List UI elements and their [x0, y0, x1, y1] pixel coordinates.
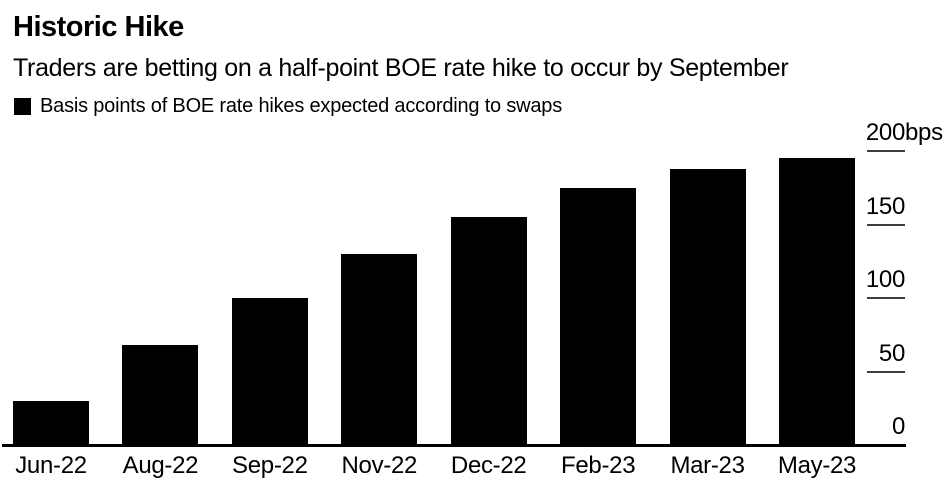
- legend-label: Basis points of BOE rate hikes expected …: [40, 95, 563, 117]
- bar-may-23: [779, 158, 855, 445]
- y-tick-line: [867, 297, 905, 299]
- x-axis-line: [2, 444, 906, 447]
- x-tick-label: Mar-23: [670, 452, 745, 479]
- x-tick-label: Aug-22: [122, 452, 199, 479]
- x-tick-label: Sep-22: [232, 452, 308, 479]
- bar-dec-22: [450, 217, 527, 445]
- bar-jun-22: [13, 400, 89, 445]
- x-tick-label: Dec-22: [450, 452, 527, 479]
- chart-title: Historic Hike: [13, 11, 184, 43]
- y-tick-label: 100: [865, 266, 905, 293]
- x-tick-label: May-23: [777, 452, 857, 479]
- legend: Basis points of BOE rate hikes expected …: [14, 95, 562, 117]
- bar-aug-22: [122, 345, 199, 445]
- y-tick-line: [867, 150, 905, 152]
- y-tick-label: 150: [865, 192, 905, 220]
- x-tick-label: Nov-22: [341, 452, 418, 479]
- bar-mar-23: [669, 168, 746, 445]
- y-tick-label: 50: [878, 339, 905, 367]
- bar-feb-23: [560, 187, 637, 445]
- chart-subtitle: Traders are betting on a half-point BOE …: [13, 54, 789, 82]
- legend-swatch-icon: [14, 97, 31, 115]
- x-tick-label: Jun-22: [15, 452, 87, 479]
- y-axis-unit-suffix: bps: [905, 119, 943, 146]
- bar-sep-22: [231, 298, 308, 445]
- x-tick-label: Feb-23: [561, 452, 636, 479]
- y-tick-label: 200 bps: [865, 119, 943, 146]
- bar-nov-22: [341, 253, 418, 445]
- y-tick-line: [867, 370, 905, 373]
- y-tick-line: [867, 223, 905, 226]
- y-tick-label: 0: [891, 413, 905, 440]
